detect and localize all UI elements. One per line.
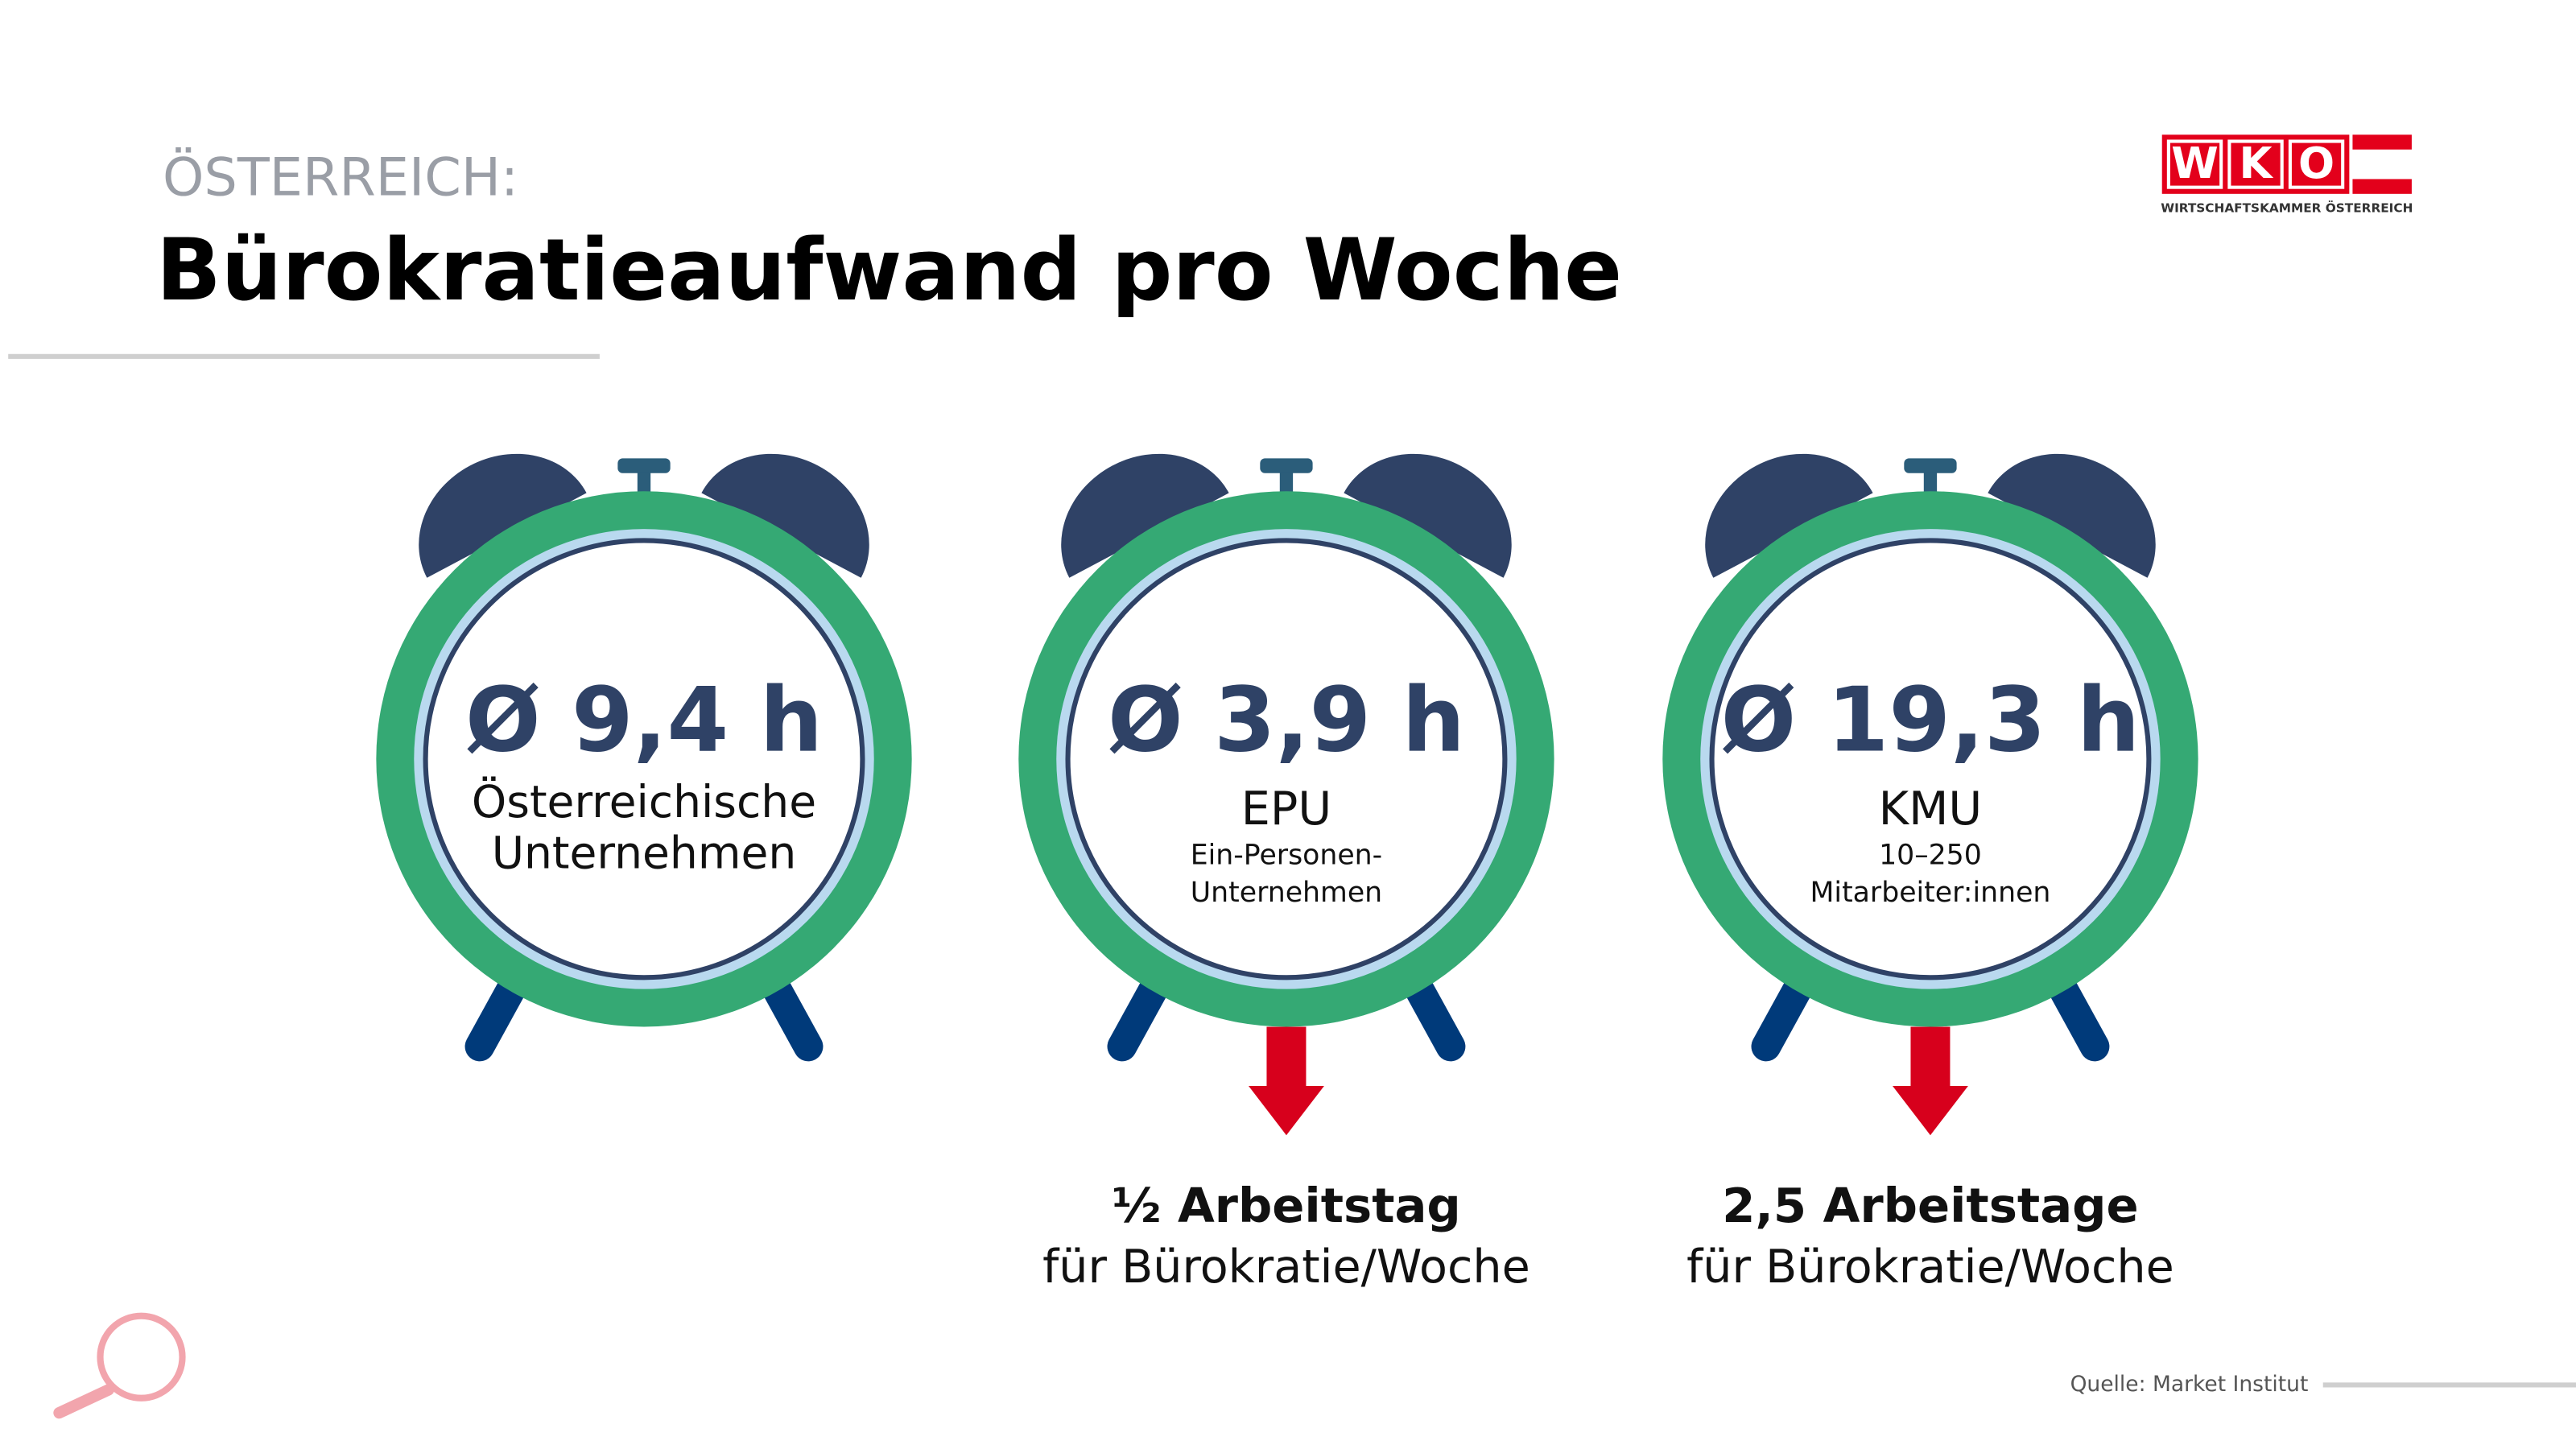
clock-leg	[2043, 966, 2110, 1062]
clock-leg	[1107, 966, 1174, 1062]
clock-detail: Ein-Personen-	[1191, 839, 1382, 871]
logo-stripe	[2352, 134, 2412, 150]
note-bold: 2,5 Arbeitstage	[1722, 1178, 2138, 1233]
logo-letter: W	[2171, 138, 2219, 188]
clock-leg	[1399, 966, 1466, 1062]
clock-knob	[617, 458, 671, 473]
logo-subtitle: WIRTSCHAFTSKAMMER ÖSTERREICH	[2161, 200, 2413, 216]
magnifier-icon	[53, 1312, 186, 1419]
note-bold: ½ Arbeitstag	[1112, 1178, 1461, 1233]
clock-bell	[1061, 453, 1229, 578]
clock-value: Ø 19,3 h	[1721, 668, 2140, 771]
clock-knob-stem	[1279, 466, 1294, 500]
clock-leg	[1751, 966, 1818, 1062]
logo-stripe	[2352, 179, 2412, 194]
source: Quelle: Market Institut	[2070, 1372, 2309, 1397]
logo-letter: K	[2239, 138, 2273, 188]
clock-face	[1709, 538, 2152, 980]
clock-knob-stem	[1923, 466, 1938, 500]
clock-detail: Unternehmen	[1191, 877, 1382, 909]
clock-label: Österreichische	[472, 776, 816, 828]
clock-value: Ø 3,9 h	[1108, 668, 1465, 771]
clock-knob	[1904, 458, 1957, 473]
clock-bell	[1705, 453, 1873, 578]
logo-letter-box	[2227, 139, 2284, 189]
logo-letter: O	[2298, 138, 2334, 188]
clock-detail: Mitarbeiter:innen	[1810, 877, 2051, 909]
clock-leg	[464, 966, 531, 1062]
clock-bell	[1988, 453, 2156, 578]
note-text: für Bürokratie/Woche	[1686, 1241, 2174, 1294]
arrow-shaft	[1910, 1026, 1951, 1088]
note-text: für Bürokratie/Woche	[1042, 1241, 1530, 1294]
clock-detail: 10–250	[1879, 839, 1982, 871]
clock-name: EPU	[1241, 782, 1331, 836]
clock-name: KMU	[1879, 782, 1983, 836]
arrow-shaft	[1266, 1026, 1307, 1088]
arrow-head	[1893, 1085, 1968, 1136]
logo-letter-box	[2288, 139, 2345, 189]
clock-knob-stem	[637, 466, 651, 500]
clock-face	[423, 538, 865, 980]
clock-bell	[419, 453, 587, 578]
title: Bürokratieaufwand pro Woche	[156, 221, 1622, 320]
clock-label: Unternehmen	[492, 827, 797, 878]
logo-letter-box	[2166, 139, 2223, 189]
clock-value: Ø 9,4 h	[465, 668, 823, 771]
kicker: ÖSTERREICH:	[163, 147, 518, 208]
arrow-head	[1249, 1085, 1324, 1136]
clock-bell	[701, 453, 869, 578]
clock-leg	[757, 966, 824, 1062]
clock-face	[1065, 538, 1508, 980]
clock-bell	[1344, 453, 1512, 578]
clock-knob	[1260, 458, 1313, 473]
